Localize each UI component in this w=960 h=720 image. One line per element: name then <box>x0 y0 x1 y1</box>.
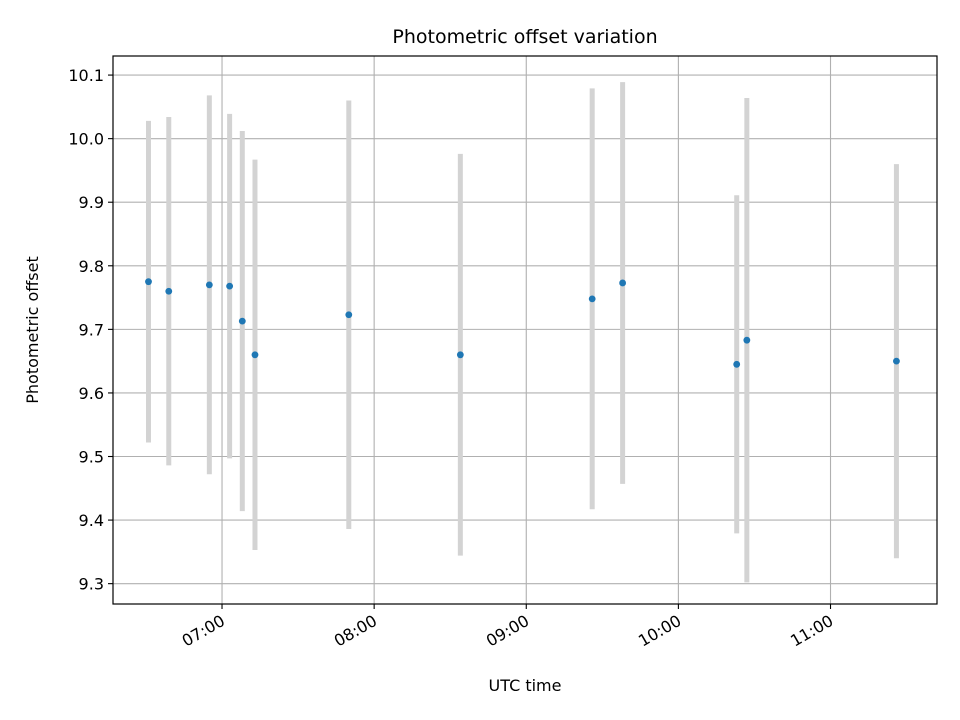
y-tick-label: 9.5 <box>79 448 104 467</box>
data-point <box>456 351 464 359</box>
data-point <box>205 281 213 289</box>
data-point <box>145 278 152 286</box>
x-axis-label: UTC time <box>489 676 562 695</box>
plot-frame <box>112 55 938 605</box>
y-axis-label: Photometric offset <box>23 256 42 404</box>
y-tick-label: 9.9 <box>79 193 104 212</box>
data-point <box>743 336 751 344</box>
data-point <box>588 295 596 303</box>
data-point <box>226 282 234 290</box>
y-tick-label: 9.4 <box>79 511 104 530</box>
data-point <box>251 351 259 359</box>
y-tick-label: 9.7 <box>79 320 104 339</box>
data-point <box>165 287 173 295</box>
y-tick-label: 9.3 <box>79 575 104 594</box>
data-point <box>238 317 246 325</box>
y-tick-label: 10.0 <box>68 130 104 149</box>
data-point <box>619 279 627 287</box>
y-tick-label: 9.8 <box>79 257 104 276</box>
grid <box>113 56 937 604</box>
data-point <box>345 311 353 319</box>
data-point <box>893 357 900 365</box>
chart-title: Photometric offset variation <box>392 26 657 48</box>
data-points <box>145 278 900 368</box>
y-tick-label: 10.1 <box>68 66 104 85</box>
y-axis: 9.3 9.4 9.5 9.6 9.7 9.8 9.9 10.0 10.1 <box>68 66 113 594</box>
data-point <box>733 360 741 368</box>
y-tick-label: 9.6 <box>79 384 104 403</box>
